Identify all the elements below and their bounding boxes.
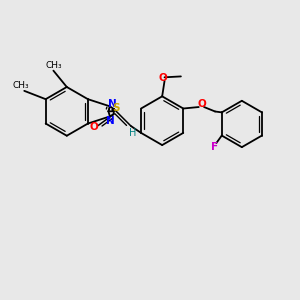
Text: F: F: [211, 142, 218, 152]
Text: O: O: [89, 122, 98, 132]
Text: CH₃: CH₃: [13, 81, 30, 90]
Text: CH₃: CH₃: [45, 61, 62, 70]
Text: N: N: [108, 99, 116, 109]
Text: O: O: [197, 99, 206, 109]
Text: N: N: [106, 116, 114, 126]
Text: O: O: [158, 73, 167, 83]
Text: S: S: [112, 103, 120, 113]
Text: H: H: [129, 128, 136, 138]
